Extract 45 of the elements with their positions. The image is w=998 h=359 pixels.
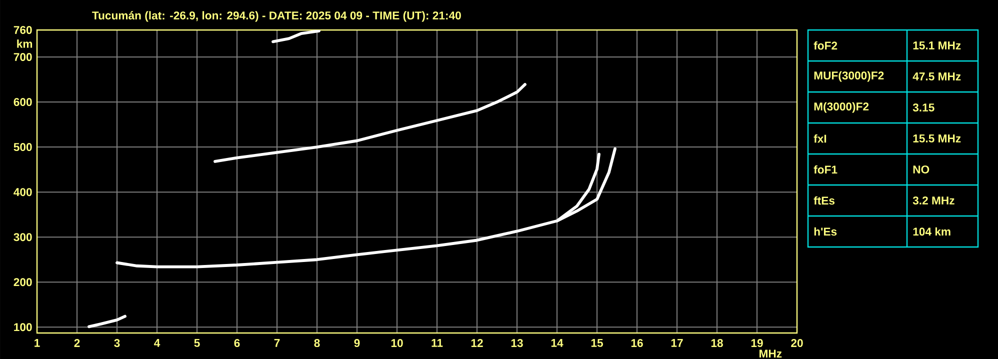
text: 47.5 MHz xyxy=(912,72,961,80)
x-tick-label: 19 xyxy=(751,339,763,348)
x-tick-label: 6 xyxy=(234,339,240,348)
y-tick-label: 200 xyxy=(14,278,32,286)
x-tick-label: 16 xyxy=(631,339,643,348)
x-tick-label: 3 xyxy=(114,339,120,348)
y-tick-label: 760 xyxy=(14,26,32,34)
x-tick-label: 20 xyxy=(791,339,803,348)
x-tick-label: 13 xyxy=(511,339,523,348)
x-tick-label: 17 xyxy=(671,339,683,347)
x-tick-label: 12 xyxy=(471,339,483,347)
x-tick-label: 11 xyxy=(432,339,443,347)
y-tick-label: 400 xyxy=(14,188,32,196)
x-tick-label: 5 xyxy=(194,339,200,347)
text: 3.15 xyxy=(912,103,934,112)
text: foF1 xyxy=(814,165,838,174)
y-axis-title: km xyxy=(17,40,32,48)
text: fxI xyxy=(814,134,826,143)
y-tick-label: 300 xyxy=(14,233,32,242)
text: 15.5 MHz xyxy=(913,134,961,142)
y-tick-label: 700 xyxy=(14,53,32,62)
text: 15.1 MHz xyxy=(913,42,961,50)
x-tick-label: 9 xyxy=(354,339,360,348)
x-tick-label: 14 xyxy=(551,339,564,347)
text: foF2 xyxy=(814,41,838,50)
x-tick-label: 2 xyxy=(74,339,80,347)
x-axis-title: MHz xyxy=(760,350,782,358)
x-tick-label: 4 xyxy=(154,339,160,347)
y-tick-label: 100 xyxy=(14,323,32,332)
y-tick-label: 600 xyxy=(14,98,32,106)
text: 3.2 MHz xyxy=(912,196,954,205)
y-tick-label: 500 xyxy=(14,143,32,152)
x-tick-label: 7 xyxy=(274,339,280,347)
text: ftEs xyxy=(814,196,835,205)
text: M(3000)F2 xyxy=(814,102,869,113)
text: NO xyxy=(913,165,930,174)
chart-title: Tucumán (lat: -26.9, lon: 294.6) - DATE: 2025 04 09 - TIME (UT): 21:40 xyxy=(92,11,461,22)
x-tick-label: 10 xyxy=(391,339,403,348)
x-tick-label: 18 xyxy=(711,339,723,348)
text: MUF(3000)F2 xyxy=(814,71,884,82)
x-tick-label: 8 xyxy=(314,339,320,348)
x-tick-label: 1 xyxy=(34,339,40,347)
text: 104 km xyxy=(913,227,950,236)
x-tick-label: 15 xyxy=(591,339,603,347)
text: h'Es xyxy=(814,227,837,236)
